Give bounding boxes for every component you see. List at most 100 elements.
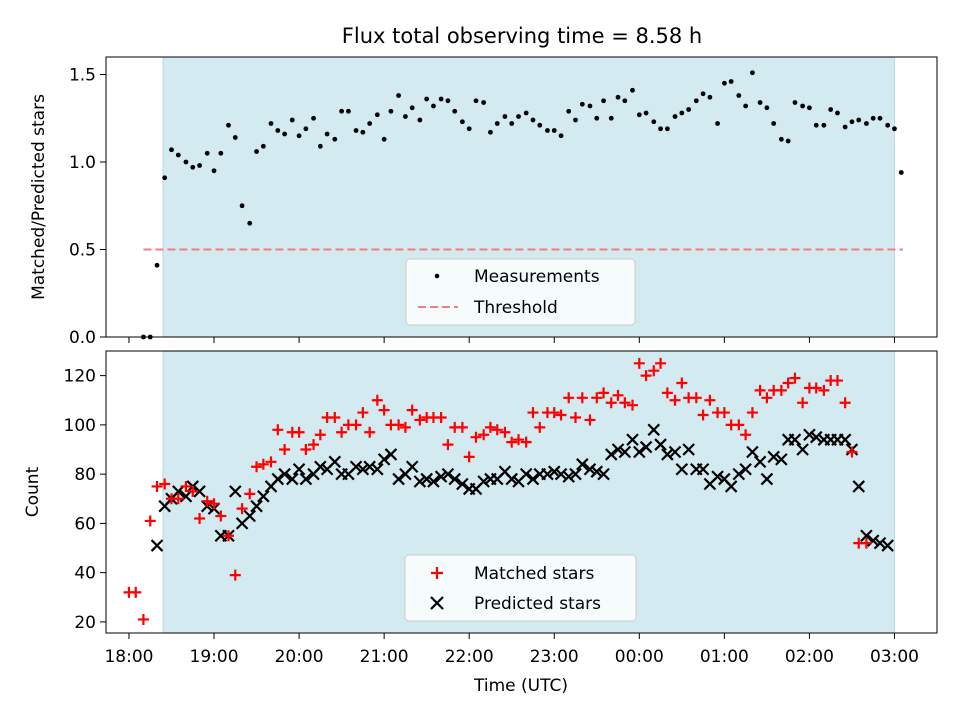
measurement-point (317, 143, 323, 149)
measurement-point (715, 121, 720, 126)
measurement-point (332, 136, 338, 142)
matched-star-marker (229, 569, 241, 581)
y-tick-label: 120 (64, 367, 96, 387)
matched-star-marker (584, 414, 596, 426)
measurement-point (771, 121, 777, 126)
matched-star-marker (364, 426, 376, 438)
measurement-point (693, 98, 699, 104)
predicted-star-marker (456, 477, 469, 491)
matched-star-marker (810, 382, 822, 394)
measurement-point (254, 149, 259, 154)
matched-star-marker (563, 392, 575, 404)
predicted-star-marker (434, 470, 448, 483)
predicted-star-marker (384, 448, 398, 461)
predicted-star-marker (278, 467, 291, 481)
matched-star-marker (201, 495, 213, 507)
matched-star-marker (846, 446, 858, 458)
matched-star-marker (640, 370, 652, 382)
matched-star-marker (272, 424, 284, 436)
predicted-star-marker (562, 470, 575, 483)
predicted-star-marker (852, 480, 866, 493)
matched-star-marker (159, 478, 171, 490)
measurement-point (289, 117, 295, 123)
measurement-point (579, 101, 585, 107)
predicted-star-marker (285, 472, 299, 486)
measurement-point (516, 114, 521, 119)
measurement-point (608, 115, 614, 121)
predicted-star-marker (299, 472, 313, 486)
predicted-star-marker (229, 485, 242, 498)
matched-star-marker (406, 404, 418, 416)
matched-star-marker (648, 365, 660, 377)
matched-star-marker (293, 426, 305, 438)
measurement-point (721, 80, 727, 86)
matched-star-marker (746, 407, 758, 419)
measurement-point (218, 150, 224, 156)
predicted-star-marker (413, 475, 427, 488)
matched-star-marker (172, 493, 184, 505)
matched-star-marker (393, 419, 405, 431)
matched-star-marker (194, 512, 206, 524)
matched-star-marker (655, 357, 667, 369)
matched-star-marker (612, 389, 624, 401)
predicted-star-marker (583, 462, 597, 476)
predicted-star-marker (441, 467, 455, 481)
matched-star-marker (251, 461, 263, 473)
predicted-star-marker (611, 443, 625, 456)
measurement-point (615, 94, 621, 100)
matched-star-marker (435, 411, 447, 423)
matched-star-marker (548, 407, 560, 419)
measurement-point (785, 138, 791, 144)
measurement-point (636, 112, 642, 118)
matched-star-marker (860, 537, 872, 549)
measurement-point (856, 117, 862, 123)
top-x-ticks (128, 337, 895, 343)
matched-star-marker (690, 392, 702, 404)
matched-star-marker (279, 444, 291, 456)
measurement-point (275, 128, 281, 133)
measurement-point (792, 100, 798, 105)
predicted-star-marker (328, 455, 342, 469)
legend-matched-marker (431, 567, 443, 579)
measurement-point (870, 115, 876, 121)
legend-measurements-label: Measurements (474, 267, 600, 287)
measurement-point (509, 121, 515, 126)
measurement-point (686, 107, 692, 112)
measurement-point (821, 122, 827, 128)
measurement-point (232, 135, 238, 140)
measurement-point (169, 147, 174, 153)
matched-star-marker (669, 394, 681, 406)
measurement-point (566, 108, 572, 114)
matched-star-marker (442, 439, 454, 451)
legend-predicted-marker (430, 596, 444, 610)
predicted-star-marker (150, 539, 164, 552)
matched-star-marker (513, 434, 525, 446)
measurement-point (360, 129, 366, 135)
predicted-star-marker (519, 467, 533, 481)
measurement-point (835, 110, 840, 116)
matched-star-marker (661, 387, 673, 399)
predicted-star-marker (292, 462, 306, 476)
legend-predicted-label: Predicted stars (474, 594, 601, 614)
y-tick-label: 100 (64, 416, 96, 436)
measurement-point (396, 93, 401, 98)
measurement-point (849, 119, 855, 125)
matched-star-marker (534, 421, 546, 433)
x-axis-label: Time (UTC) (473, 676, 568, 696)
x-tick-label: 01:00 (700, 647, 749, 667)
predicted-star-marker (668, 445, 682, 459)
predicted-star-marker (172, 485, 185, 498)
matched-star-marker (463, 451, 475, 463)
matched-star-marker (130, 586, 142, 598)
measurement-points (141, 70, 904, 340)
matched-star-marker (414, 414, 426, 426)
measurement-point (324, 131, 330, 137)
predicted-star-marker (371, 462, 384, 476)
matched-star-marker (456, 421, 468, 433)
matched-star-marker (527, 407, 539, 419)
measurement-point (800, 103, 806, 109)
bottom-legend-box (404, 554, 637, 622)
x-tick-label: 02:00 (785, 647, 834, 667)
measurement-point (885, 122, 891, 128)
matched-star-marker (308, 439, 320, 451)
